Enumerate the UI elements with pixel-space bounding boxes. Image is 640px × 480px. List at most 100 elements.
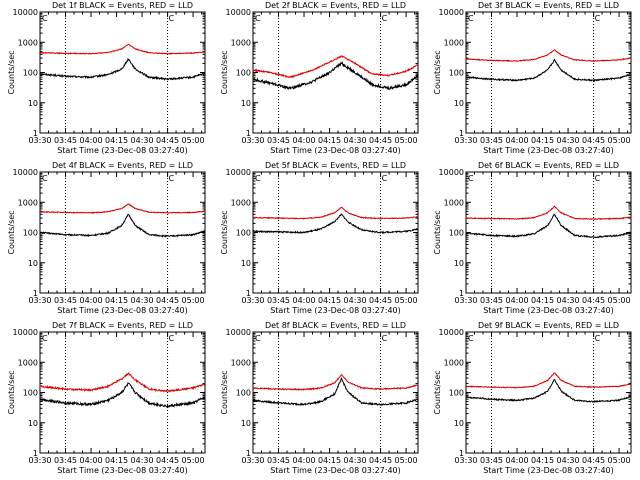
x-tick-label: 03:45: [54, 296, 77, 305]
y-tick-label: 10000: [226, 168, 251, 177]
series-line-events: [253, 61, 419, 91]
y-tick-label: 100: [23, 389, 38, 398]
y-tick-label: 1000: [18, 358, 38, 367]
x-tick-label: 04:00: [292, 296, 315, 305]
x-tick-label: 03:45: [267, 296, 290, 305]
x-axis-label: Start Time (23-Dec-08 03:27:40): [270, 146, 401, 155]
plot-frame: [39, 11, 206, 134]
series-line-events: [465, 213, 631, 239]
marker-c-label: C: [382, 14, 388, 23]
y-axis-label: Counts/sec: [220, 210, 229, 254]
panel-title: Det 7f BLACK = Events, RED = LLD: [52, 321, 193, 330]
panel-title: Det 9f BLACK = Events, RED = LLD: [478, 321, 619, 330]
y-tick-label: 1000: [231, 198, 251, 207]
panel-title: Det 3f BLACK = Events, RED = LLD: [478, 1, 619, 10]
marker-c-label: C: [255, 14, 261, 23]
series-line-lld: [39, 203, 206, 214]
panel-title: Det 8f BLACK = Events, RED = LLD: [265, 321, 406, 330]
y-tick-label: 10000: [13, 168, 38, 177]
panel-title: Det 6f BLACK = Events, RED = LLD: [478, 161, 619, 170]
x-tick-label: 04:15: [531, 456, 554, 465]
x-tick-label: 04:30: [557, 136, 580, 145]
x-tick-label: 05:00: [608, 296, 631, 305]
marker-c-label: C: [42, 334, 48, 343]
marker-c-label: C: [382, 174, 388, 183]
series-line-events: [39, 213, 206, 238]
panel-title: Det 4f BLACK = Events, RED = LLD: [52, 161, 193, 170]
x-tick-label: 03:30: [241, 296, 264, 305]
x-tick-label: 05:00: [395, 296, 418, 305]
series-line-lld: [39, 371, 206, 393]
x-axis-label: Start Time (23-Dec-08 03:27:40): [483, 146, 614, 155]
x-axis-label: Start Time (23-Dec-08 03:27:40): [270, 466, 401, 475]
x-tick-label: 04:15: [318, 136, 341, 145]
x-tick-label: 03:45: [480, 136, 503, 145]
y-tick-label: 100: [449, 69, 464, 78]
series-line-lld: [252, 206, 419, 220]
plot-frame: [465, 171, 632, 294]
x-tick-label: 03:30: [454, 296, 477, 305]
x-tick-label: 03:30: [28, 296, 51, 305]
y-tick-label: 1000: [444, 198, 464, 207]
x-tick-label: 04:30: [557, 296, 580, 305]
marker-c-label: C: [169, 174, 175, 183]
marker-c-label: C: [595, 14, 601, 23]
x-tick-label: 04:45: [369, 296, 392, 305]
panel-title: Det 5f BLACK = Events, RED = LLD: [265, 161, 406, 170]
marker-c-label: C: [595, 174, 601, 183]
marker-c-label: C: [468, 334, 474, 343]
series-line-lld: [252, 54, 419, 79]
y-axis-label: Counts/sec: [433, 370, 442, 414]
x-tick-label: 04:30: [557, 456, 580, 465]
series-line-lld: [465, 205, 632, 221]
y-tick-label: 10: [28, 99, 38, 108]
x-tick-label: 04:15: [531, 136, 554, 145]
y-tick-label: 100: [449, 389, 464, 398]
detector-panel: Det 8f BLACK = Events, RED = LLD 1 10 100 10…: [220, 321, 419, 475]
marker-c-label: C: [468, 174, 474, 183]
x-tick-label: 03:30: [454, 136, 477, 145]
x-tick-label: 05:00: [395, 456, 418, 465]
x-tick-label: 04:00: [505, 296, 528, 305]
marker-c-label: C: [42, 174, 48, 183]
x-axis-label: Start Time (23-Dec-08 03:27:40): [57, 146, 188, 155]
x-tick-label: 04:00: [79, 296, 102, 305]
x-tick-label: 04:30: [131, 136, 154, 145]
y-tick-label: 1: [33, 449, 38, 458]
series-line-events: [39, 57, 206, 82]
series-line-lld: [39, 43, 206, 55]
y-tick-label: 1: [33, 289, 38, 298]
series-line-lld: [252, 374, 419, 391]
x-tick-label: 03:45: [267, 456, 290, 465]
x-tick-label: 04:15: [105, 136, 128, 145]
series-line-events: [465, 379, 632, 404]
series-line-events: [252, 213, 419, 235]
marker-c-label: C: [382, 334, 388, 343]
x-axis-label: Start Time (23-Dec-08 03:27:40): [483, 306, 614, 315]
x-tick-label: 04:45: [156, 456, 179, 465]
y-tick-label: 1000: [18, 38, 38, 47]
y-axis-label: Counts/sec: [433, 50, 442, 94]
y-tick-label: 10: [241, 99, 251, 108]
x-tick-label: 03:45: [480, 296, 503, 305]
y-tick-label: 10: [28, 259, 38, 268]
plot-frame: [465, 331, 632, 454]
detector-panel: Det 5f BLACK = Events, RED = LLD 1 10 100 10…: [220, 161, 419, 315]
plot-frame: [252, 11, 419, 134]
marker-c-label: C: [255, 334, 261, 343]
plot-frame: [39, 171, 206, 294]
y-tick-label: 1: [459, 129, 464, 138]
marker-c-label: C: [169, 14, 175, 23]
x-tick-label: 05:00: [182, 136, 205, 145]
y-axis-label: Counts/sec: [7, 370, 16, 414]
y-tick-label: 100: [236, 229, 251, 238]
marker-c-label: C: [468, 14, 474, 23]
y-tick-label: 10000: [439, 328, 464, 337]
y-tick-label: 1: [459, 289, 464, 298]
y-tick-label: 1000: [444, 358, 464, 367]
panel-title: Det 1f BLACK = Events, RED = LLD: [52, 1, 193, 10]
x-tick-label: 05:00: [608, 456, 631, 465]
y-tick-label: 1: [33, 129, 38, 138]
x-tick-label: 04:00: [79, 456, 102, 465]
